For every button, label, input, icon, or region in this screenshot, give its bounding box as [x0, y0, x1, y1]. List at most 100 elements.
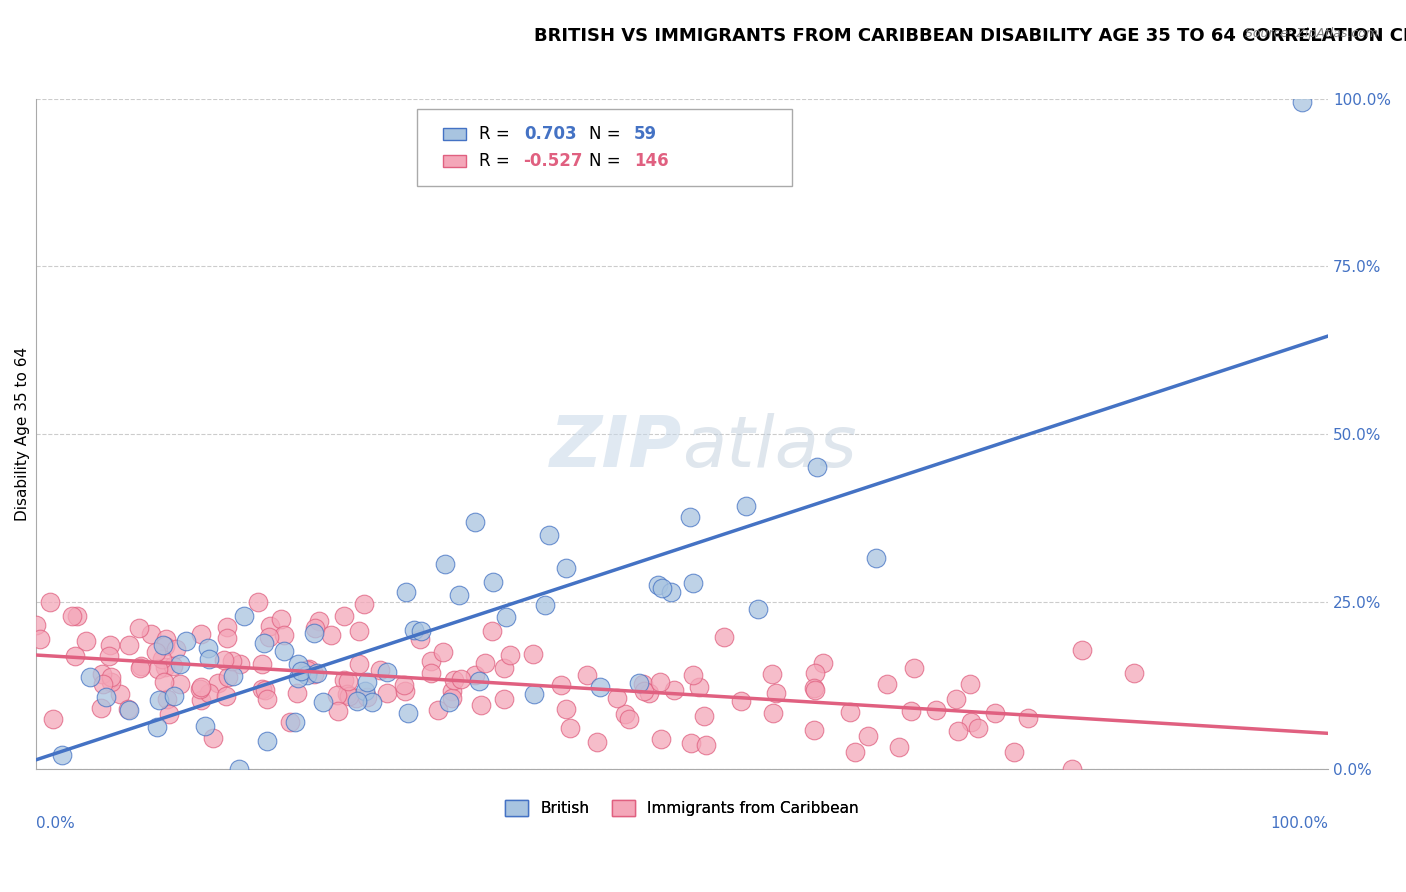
Immigrants from Caribbean [285, 686, 308, 700]
Legend: British, Immigrants from Caribbean: British, Immigrants from Caribbean [499, 794, 865, 822]
Immigrants from Caribbean [555, 702, 578, 716]
Immigrants from Caribbean [24, 618, 46, 632]
Immigrants from Caribbean [201, 731, 224, 745]
Immigrants from Caribbean [984, 706, 1007, 721]
Immigrants from Caribbean [839, 705, 862, 719]
Immigrants from Caribbean [188, 681, 211, 696]
Immigrants from Caribbean [688, 680, 710, 694]
British [806, 460, 828, 475]
British [253, 636, 276, 650]
Immigrants from Caribbean [762, 706, 785, 720]
British [679, 509, 702, 524]
British [297, 667, 319, 681]
Immigrants from Caribbean [633, 684, 655, 698]
British [647, 578, 669, 592]
Immigrants from Caribbean [90, 667, 112, 681]
Immigrants from Caribbean [1071, 642, 1094, 657]
British [197, 641, 219, 656]
Immigrants from Caribbean [606, 691, 628, 706]
British [495, 610, 517, 624]
British [356, 674, 378, 689]
Immigrants from Caribbean [308, 614, 330, 628]
Immigrants from Caribbean [190, 627, 212, 641]
Immigrants from Caribbean [321, 628, 343, 642]
British [146, 720, 169, 734]
Immigrants from Caribbean [215, 690, 238, 704]
British [228, 762, 250, 776]
Immigrants from Caribbean [117, 702, 139, 716]
British [404, 623, 426, 637]
British [233, 609, 256, 624]
Immigrants from Caribbean [118, 638, 141, 652]
Immigrants from Caribbean [803, 723, 825, 737]
Immigrants from Caribbean [129, 659, 152, 673]
Immigrants from Caribbean [344, 691, 367, 706]
Immigrants from Caribbean [250, 682, 273, 697]
Immigrants from Caribbean [217, 620, 239, 634]
Immigrants from Caribbean [259, 618, 281, 632]
Immigrants from Caribbean [945, 692, 967, 706]
Immigrants from Caribbean [765, 686, 787, 700]
Immigrants from Caribbean [575, 667, 598, 681]
Immigrants from Caribbean [246, 594, 269, 608]
Immigrants from Caribbean [169, 676, 191, 690]
British [651, 582, 673, 596]
Immigrants from Caribbean [1123, 666, 1146, 681]
British [734, 500, 756, 514]
Immigrants from Caribbean [39, 595, 62, 609]
Immigrants from Caribbean [146, 662, 169, 676]
Text: atlas: atlas [682, 413, 856, 482]
British [523, 687, 546, 701]
British [169, 657, 191, 671]
Immigrants from Caribbean [811, 656, 834, 670]
Immigrants from Caribbean [450, 672, 472, 686]
Immigrants from Caribbean [481, 624, 503, 639]
Immigrants from Caribbean [356, 690, 378, 704]
Immigrants from Caribbean [900, 704, 922, 718]
British [555, 560, 578, 574]
Immigrants from Caribbean [409, 632, 432, 646]
British [538, 527, 561, 541]
British [305, 665, 328, 680]
Immigrants from Caribbean [353, 597, 375, 611]
Immigrants from Caribbean [464, 668, 486, 682]
Immigrants from Caribbean [713, 630, 735, 644]
Immigrants from Caribbean [1017, 711, 1039, 725]
Immigrants from Caribbean [844, 745, 866, 759]
Immigrants from Caribbean [967, 722, 990, 736]
Immigrants from Caribbean [695, 739, 717, 753]
Text: BRITISH VS IMMIGRANTS FROM CARIBBEAN DISABILITY AGE 35 TO 64 CORRELATION CHART: BRITISH VS IMMIGRANTS FROM CARIBBEAN DIS… [534, 27, 1406, 45]
Text: 146: 146 [634, 152, 669, 170]
British [79, 670, 101, 684]
Immigrants from Caribbean [159, 707, 181, 722]
British [464, 515, 486, 529]
Immigrants from Caribbean [347, 624, 370, 638]
British [747, 601, 769, 615]
Immigrants from Caribbean [326, 704, 349, 718]
Immigrants from Caribbean [903, 661, 925, 675]
British [283, 714, 305, 729]
British [163, 690, 186, 704]
Text: ZIP: ZIP [550, 413, 682, 482]
Text: N =: N = [589, 125, 626, 143]
Immigrants from Caribbean [28, 632, 51, 646]
Immigrants from Caribbean [441, 690, 464, 705]
British [865, 551, 887, 566]
Immigrants from Caribbean [692, 709, 714, 723]
British [360, 695, 382, 709]
Immigrants from Caribbean [1060, 762, 1083, 776]
British [534, 598, 557, 612]
British [273, 644, 295, 658]
Immigrants from Caribbean [256, 691, 278, 706]
Immigrants from Caribbean [156, 691, 179, 706]
Immigrants from Caribbean [153, 675, 176, 690]
British [659, 585, 682, 599]
Immigrants from Caribbean [946, 723, 969, 738]
British [682, 575, 704, 590]
Immigrants from Caribbean [98, 649, 121, 664]
Immigrants from Caribbean [90, 701, 112, 715]
Immigrants from Caribbean [333, 609, 356, 624]
Immigrants from Caribbean [66, 608, 89, 623]
British [396, 706, 419, 720]
Immigrants from Caribbean [100, 670, 122, 684]
